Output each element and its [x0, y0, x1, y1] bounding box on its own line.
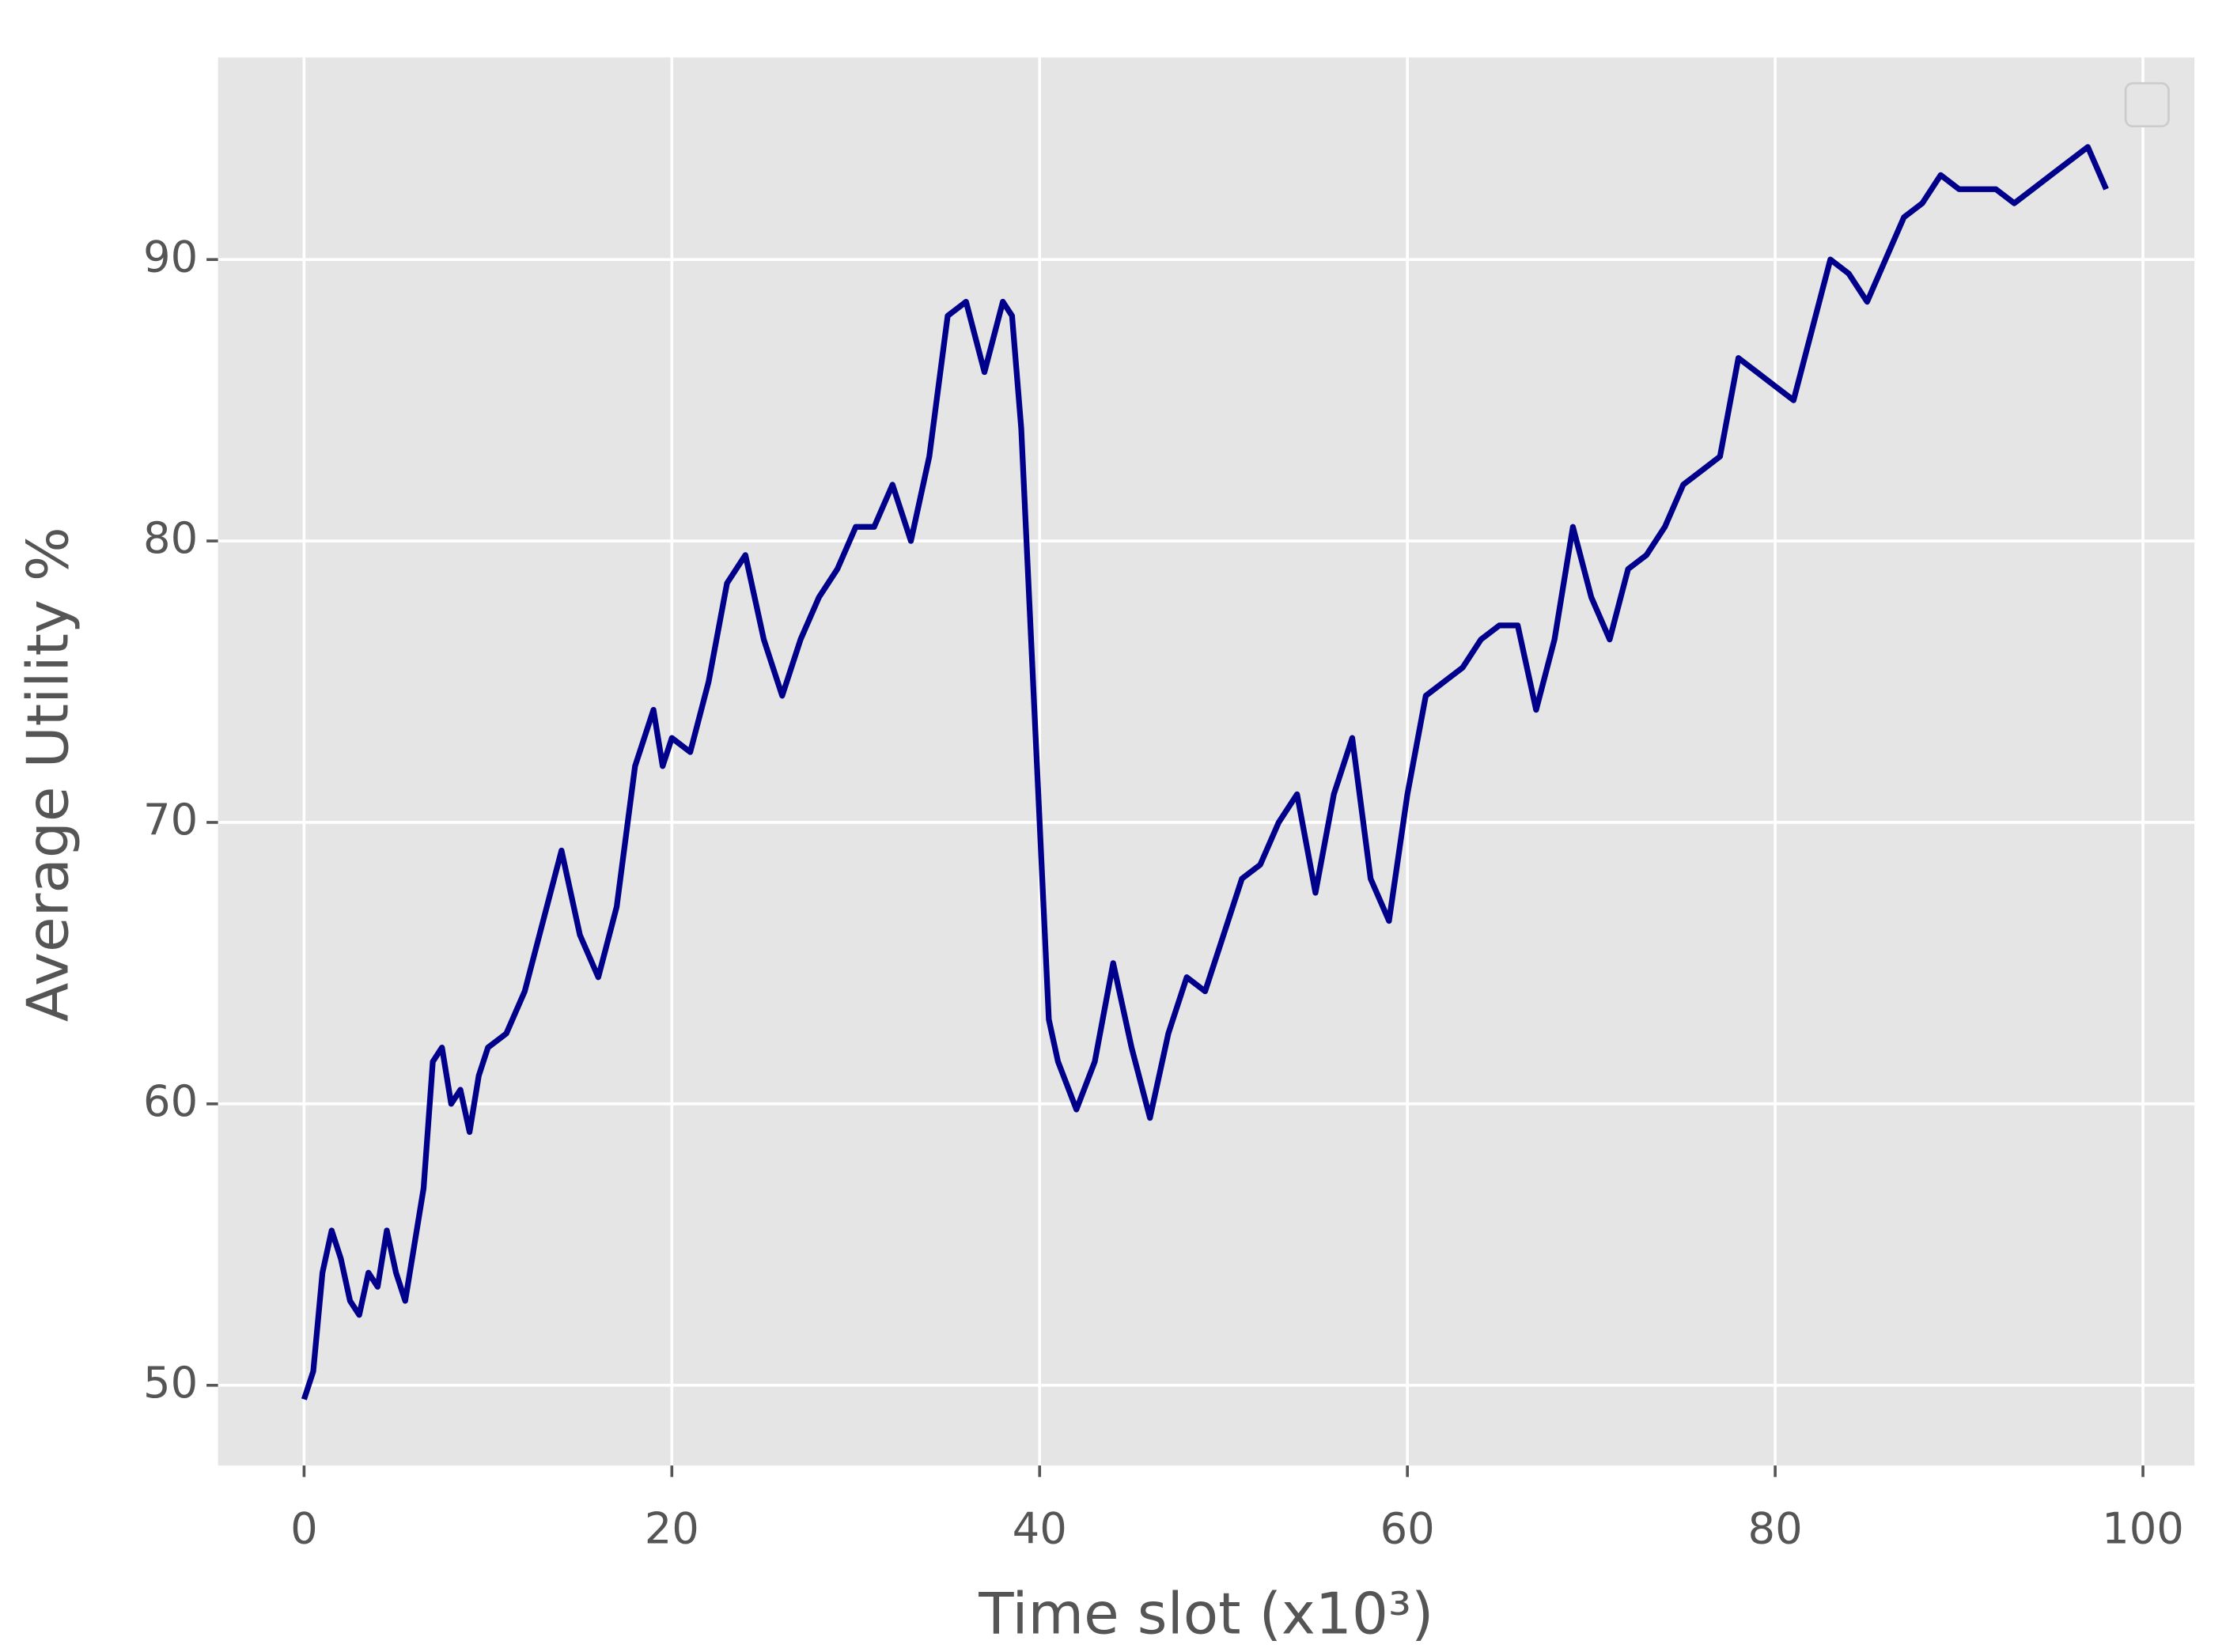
y-tick-label: 90	[143, 232, 198, 282]
y-tick-label: 80	[143, 513, 198, 563]
data-line	[301, 144, 2109, 1401]
x-tick-label: 20	[645, 1504, 699, 1554]
y-tick-label: 50	[143, 1358, 198, 1408]
x-tick-label: 40	[1013, 1504, 1067, 1554]
x-tick-label: 0	[290, 1504, 318, 1554]
x-tick-label: 100	[2102, 1504, 2184, 1554]
x-axis-label: Time slot (x10³)	[978, 1581, 1433, 1647]
x-tick-label: 60	[1380, 1504, 1435, 1554]
y-tick-label: 60	[143, 1076, 198, 1126]
plot-area	[218, 57, 2195, 1466]
legend-box	[2124, 81, 2170, 128]
x-tick-label: 80	[1747, 1504, 1802, 1554]
y-tick-label: 70	[143, 795, 198, 845]
y-axis-label: Average Utility %	[15, 527, 81, 1022]
grid	[218, 57, 2195, 1466]
marks	[301, 144, 2109, 1401]
